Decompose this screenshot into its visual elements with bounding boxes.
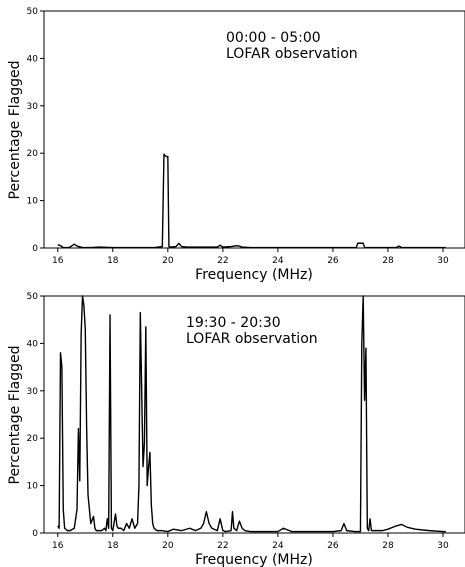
series-group xyxy=(57,295,446,533)
x-tick-label: 30 xyxy=(437,541,449,551)
y-tick-label: 0 xyxy=(32,244,38,254)
x-tick-label: 24 xyxy=(272,256,284,266)
x-tick-label: 28 xyxy=(382,541,394,551)
y-tick-label: 30 xyxy=(27,102,39,112)
plot-area xyxy=(43,295,465,534)
series-group xyxy=(57,153,446,249)
x-tick-label: 16 xyxy=(52,256,64,266)
y-tick-label: 50 xyxy=(27,292,39,302)
y-ticks: 0 10 20 30 40 50 xyxy=(27,292,44,539)
x-tick-label: 28 xyxy=(382,256,394,266)
y-tick-label: 20 xyxy=(27,149,39,159)
x-tick-label: 26 xyxy=(327,256,339,266)
series-line xyxy=(57,153,446,249)
x-tick-label: 24 xyxy=(272,541,284,551)
y-tick-label: 40 xyxy=(27,54,39,64)
x-tick-label: 16 xyxy=(52,541,64,551)
y-tick-label: 40 xyxy=(27,339,39,349)
x-ticks: 16 18 20 22 24 26 28 30 xyxy=(52,533,449,551)
y-tick-label: 10 xyxy=(27,197,39,207)
x-tick-label: 30 xyxy=(437,256,449,266)
x-tick-label: 20 xyxy=(162,541,174,551)
y-axis-label: Percentage Flagged xyxy=(7,345,23,484)
chart-panel-bottom: 16 18 20 22 24 26 28 30 0 10 20 30 40 50 19:30 - 20:… xyxy=(7,292,465,567)
y-ticks: 0 10 20 30 40 50 xyxy=(27,7,44,254)
y-tick-label: 50 xyxy=(27,7,39,17)
x-axis-label: Frequency (MHz) xyxy=(195,267,313,283)
x-tick-label: 22 xyxy=(217,256,228,266)
x-tick-label: 18 xyxy=(107,256,119,266)
x-tick-label: 26 xyxy=(327,541,339,551)
x-axis-label: Frequency (MHz) xyxy=(195,552,313,567)
y-tick-label: 20 xyxy=(27,434,39,444)
annotation-line-1: 00:00 - 05:00 xyxy=(226,30,321,46)
x-tick-label: 18 xyxy=(107,541,119,551)
chart-panel-top: 16 18 20 22 24 26 28 30 0 10 20 30 40 50 00:00 - 05:… xyxy=(7,7,465,283)
y-axis-label: Percentage Flagged xyxy=(7,60,23,199)
y-tick-label: 10 xyxy=(27,482,39,492)
annotation-line-2: LOFAR observation xyxy=(186,331,318,347)
y-tick-label: 0 xyxy=(32,529,38,539)
x-tick-label: 22 xyxy=(217,541,228,551)
x-tick-label: 20 xyxy=(162,256,174,266)
series-line xyxy=(57,295,446,533)
y-tick-label: 30 xyxy=(27,387,39,397)
x-ticks: 16 18 20 22 24 26 28 30 xyxy=(52,248,449,266)
annotation-line-2: LOFAR observation xyxy=(226,46,358,62)
annotation-line-1: 19:30 - 20:30 xyxy=(186,315,281,331)
